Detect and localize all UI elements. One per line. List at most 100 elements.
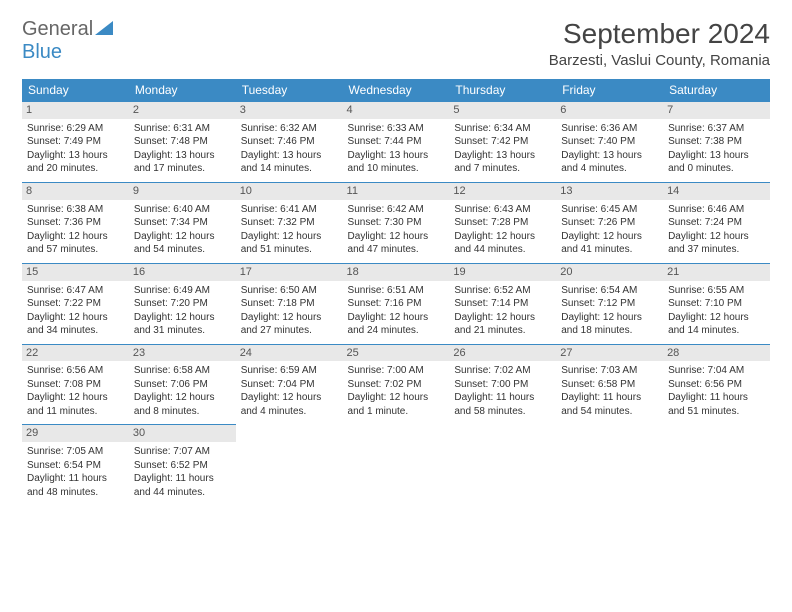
day-number: 14 — [663, 183, 770, 200]
calendar-cell — [556, 425, 663, 505]
sunrise-line: Sunrise: 6:42 AM — [348, 203, 445, 217]
daylight-line: Daylight: 12 hours and 21 minutes. — [454, 311, 551, 338]
calendar-cell: 10 Sunrise: 6:41 AMSunset: 7:32 PMDayligh… — [236, 182, 343, 263]
day-number: 3 — [236, 102, 343, 119]
sunrise-line: Sunrise: 6:40 AM — [134, 203, 231, 217]
weekday-thursday: Thursday — [449, 79, 556, 102]
sunrise-line: Sunrise: 6:50 AM — [241, 284, 338, 298]
sunset-line: Sunset: 7:44 PM — [348, 135, 445, 149]
sunset-line: Sunset: 7:36 PM — [27, 216, 124, 230]
day-number: 25 — [343, 345, 450, 362]
day-number: 23 — [129, 345, 236, 362]
sunrise-line: Sunrise: 7:07 AM — [134, 445, 231, 459]
calendar-cell: 20Sunrise: 6:54 AMSunset: 7:12 PMDayligh… — [556, 263, 663, 344]
calendar-cell: 2 Sunrise: 6:31 AMSunset: 7:48 PMDaylight… — [129, 102, 236, 183]
calendar-cell: 26Sunrise: 7:02 AMSunset: 7:00 PMDayligh… — [449, 344, 556, 425]
daylight-line: Daylight: 12 hours and 37 minutes. — [668, 230, 765, 257]
calendar-cell: 3Sunrise: 6:32 AMSunset: 7:46 PMDaylight… — [236, 102, 343, 183]
sunrise-line: Sunrise: 7:02 AM — [454, 364, 551, 378]
sunset-line: Sunset: 7:26 PM — [561, 216, 658, 230]
calendar-cell: 27Sunrise: 7:03 AMSunset: 6:58 PMDayligh… — [556, 344, 663, 425]
sunrise-line: Sunrise: 6:58 AM — [134, 364, 231, 378]
calendar-cell: 28Sunrise: 7:04 AMSunset: 6:56 PMDayligh… — [663, 344, 770, 425]
sunset-line: Sunset: 7:14 PM — [454, 297, 551, 311]
sunrise-line: Sunrise: 6:45 AM — [561, 203, 658, 217]
sunset-line: Sunset: 7:28 PM — [454, 216, 551, 230]
daylight-line: Daylight: 13 hours and 0 minutes. — [668, 149, 765, 176]
sunset-line: Sunset: 7:22 PM — [27, 297, 124, 311]
sunrise-line: Sunrise: 7:00 AM — [348, 364, 445, 378]
weekday-monday: Monday — [129, 79, 236, 102]
sunset-line: Sunset: 7:46 PM — [241, 135, 338, 149]
calendar-cell — [449, 425, 556, 505]
sunset-line: Sunset: 7:48 PM — [134, 135, 231, 149]
sunrise-line: Sunrise: 6:34 AM — [454, 122, 551, 136]
sunrise-line: Sunrise: 6:41 AM — [241, 203, 338, 217]
daylight-line: Daylight: 12 hours and 18 minutes. — [561, 311, 658, 338]
calendar-cell — [236, 425, 343, 505]
day-number: 27 — [556, 345, 663, 362]
daylight-line: Daylight: 12 hours and 51 minutes. — [241, 230, 338, 257]
day-number: 6 — [556, 102, 663, 119]
day-number: 8 — [22, 183, 129, 200]
sunset-line: Sunset: 6:58 PM — [561, 378, 658, 392]
day-number: 10 — [236, 183, 343, 200]
calendar-cell — [663, 425, 770, 505]
logo-text-blue: Blue — [22, 41, 62, 63]
day-number: 29 — [22, 425, 129, 442]
day-number: 13 — [556, 183, 663, 200]
weekday-tuesday: Tuesday — [236, 79, 343, 102]
day-number: 30 — [129, 425, 236, 442]
sunset-line: Sunset: 7:02 PM — [348, 378, 445, 392]
day-number: 16 — [129, 264, 236, 281]
sunset-line: Sunset: 6:54 PM — [27, 459, 124, 473]
daylight-line: Daylight: 12 hours and 47 minutes. — [348, 230, 445, 257]
calendar-cell: 5Sunrise: 6:34 AMSunset: 7:42 PMDaylight… — [449, 102, 556, 183]
day-number: 18 — [343, 264, 450, 281]
sunset-line: Sunset: 6:52 PM — [134, 459, 231, 473]
day-number: 2 — [129, 102, 236, 119]
calendar-week-row: 1Sunrise: 6:29 AMSunset: 7:49 PMDaylight… — [22, 102, 770, 183]
sunrise-line: Sunrise: 7:03 AM — [561, 364, 658, 378]
day-number: 26 — [449, 345, 556, 362]
calendar-week-row: 29Sunrise: 7:05 AMSunset: 6:54 PMDayligh… — [22, 425, 770, 505]
daylight-line: Daylight: 11 hours and 44 minutes. — [134, 472, 231, 499]
daylight-line: Daylight: 12 hours and 27 minutes. — [241, 311, 338, 338]
calendar-cell: 1 Sunrise: 6:29 AMSunset: 7:49 PMDaylight… — [22, 102, 129, 183]
sunset-line: Sunset: 7:00 PM — [454, 378, 551, 392]
daylight-line: Daylight: 12 hours and 8 minutes. — [134, 391, 231, 418]
daylight-line: Daylight: 13 hours and 20 minutes. — [27, 149, 124, 176]
calendar-cell: 4Sunrise: 6:33 AMSunset: 7:44 PMDaylight… — [343, 102, 450, 183]
logo-text-general: General — [22, 18, 93, 40]
sunrise-line: Sunrise: 7:05 AM — [27, 445, 124, 459]
sunset-line: Sunset: 7:40 PM — [561, 135, 658, 149]
sunrise-line: Sunrise: 6:36 AM — [561, 122, 658, 136]
day-number: 5 — [449, 102, 556, 119]
sunrise-line: Sunrise: 6:31 AM — [134, 122, 231, 136]
daylight-line: Daylight: 11 hours and 51 minutes. — [668, 391, 765, 418]
sunrise-line: Sunrise: 6:56 AM — [27, 364, 124, 378]
day-number: 11 — [343, 183, 450, 200]
weekday-header-row: Sunday Monday Tuesday Wednesday Thursday… — [22, 79, 770, 102]
daylight-line: Daylight: 12 hours and 1 minute. — [348, 391, 445, 418]
daylight-line: Daylight: 12 hours and 24 minutes. — [348, 311, 445, 338]
calendar-week-row: 15Sunrise: 6:47 AMSunset: 7:22 PMDayligh… — [22, 263, 770, 344]
day-number: 1 — [22, 102, 129, 119]
sunset-line: Sunset: 7:04 PM — [241, 378, 338, 392]
sunset-line: Sunset: 6:56 PM — [668, 378, 765, 392]
sunset-line: Sunset: 7:42 PM — [454, 135, 551, 149]
sunset-line: Sunset: 7:49 PM — [27, 135, 124, 149]
sunrise-line: Sunrise: 6:38 AM — [27, 203, 124, 217]
calendar-cell: 9Sunrise: 6:40 AMSunset: 7:34 PMDaylight… — [129, 182, 236, 263]
sunset-line: Sunset: 7:32 PM — [241, 216, 338, 230]
sunrise-line: Sunrise: 6:59 AM — [241, 364, 338, 378]
calendar-cell: 6Sunrise: 6:36 AMSunset: 7:40 PMDaylight… — [556, 102, 663, 183]
day-number: 4 — [343, 102, 450, 119]
calendar-week-row: 22Sunrise: 6:56 AMSunset: 7:08 PMDayligh… — [22, 344, 770, 425]
day-number: 15 — [22, 264, 129, 281]
weekday-saturday: Saturday — [663, 79, 770, 102]
sunrise-line: Sunrise: 6:29 AM — [27, 122, 124, 136]
sunset-line: Sunset: 7:24 PM — [668, 216, 765, 230]
daylight-line: Daylight: 11 hours and 48 minutes. — [27, 472, 124, 499]
daylight-line: Daylight: 13 hours and 17 minutes. — [134, 149, 231, 176]
